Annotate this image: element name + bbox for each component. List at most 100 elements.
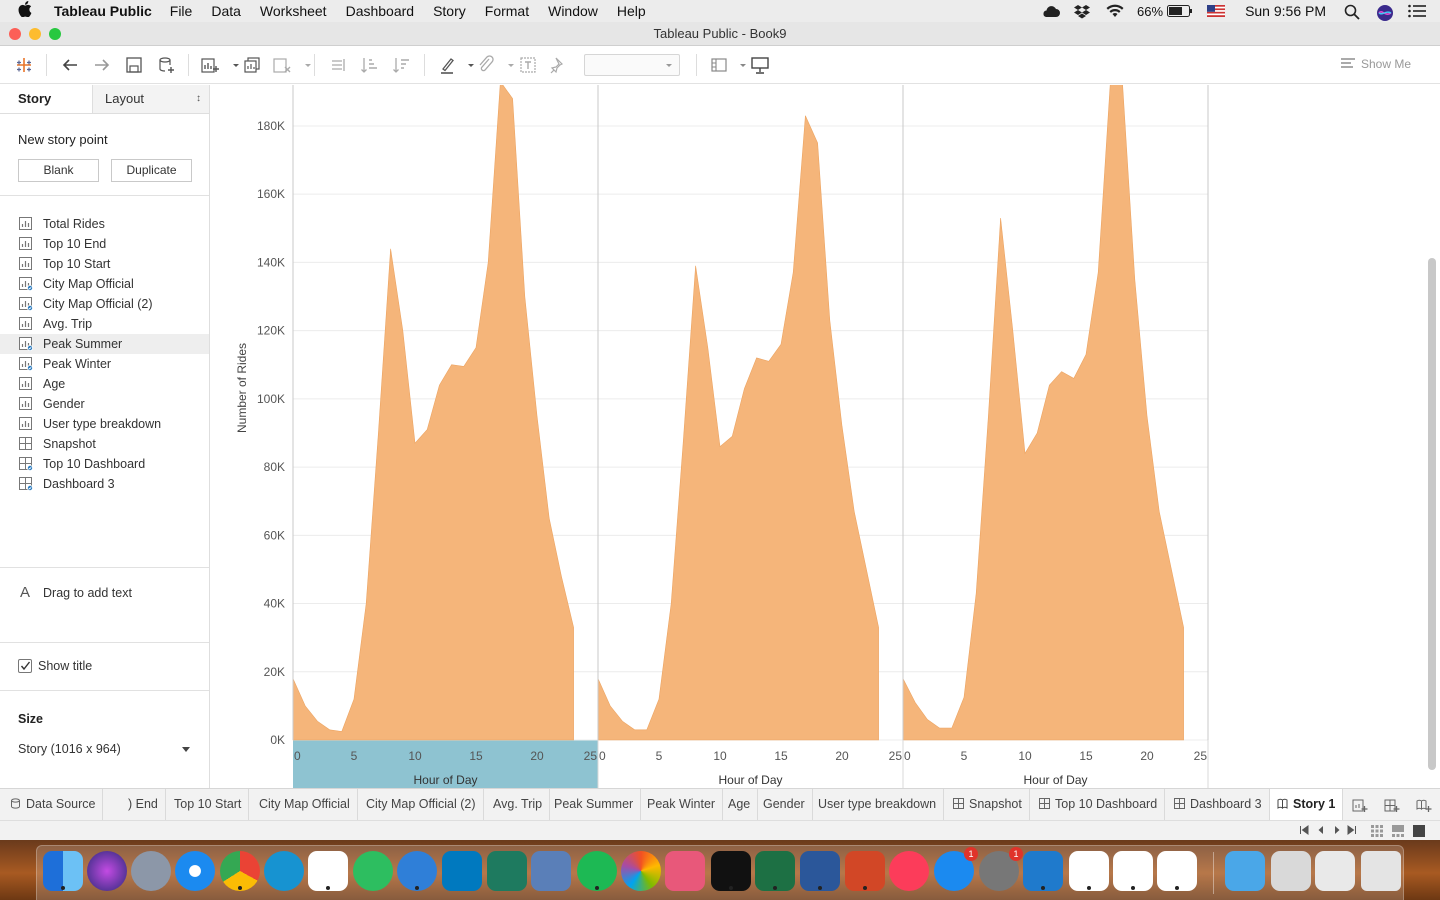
- wifi-icon[interactable]: [1105, 4, 1124, 18]
- sheet-item[interactable]: Top 10 Start: [0, 254, 209, 274]
- zoom-window-button[interactable]: [49, 28, 61, 40]
- recent-items-stack-icon[interactable]: [1271, 851, 1311, 891]
- size-dropdown[interactable]: Story (1016 x 964): [18, 739, 194, 759]
- trello-icon[interactable]: [442, 851, 482, 891]
- notification-center-icon[interactable]: [1408, 4, 1426, 18]
- photo-booth-icon[interactable]: [665, 851, 705, 891]
- finder-icon[interactable]: [43, 851, 83, 891]
- highlight-dropdown-icon[interactable]: [461, 55, 474, 75]
- menu-story[interactable]: Story: [433, 3, 466, 19]
- sheet-item[interactable]: City Map Official (2): [0, 294, 209, 314]
- menu-format[interactable]: Format: [484, 3, 530, 19]
- tab-story[interactable]: Story: [18, 91, 52, 106]
- simplenote-icon[interactable]: [397, 851, 437, 891]
- vertical-scrollbar[interactable]: [1428, 258, 1436, 770]
- fit-dropdown[interactable]: [584, 54, 680, 76]
- tab-city-map-official-2[interactable]: City Map Official (2): [359, 789, 484, 820]
- tab-data-source[interactable]: Data Source: [0, 789, 104, 820]
- clear-dropdown-icon[interactable]: [298, 55, 311, 75]
- undo-icon[interactable]: [60, 55, 80, 75]
- show-title-checkbox[interactable]: Show title: [18, 659, 92, 673]
- sheet-item[interactable]: User type breakdown: [0, 414, 209, 434]
- siri-dock-icon[interactable]: [87, 851, 127, 891]
- chrome-icon[interactable]: [220, 851, 260, 891]
- fix-axes-pin-icon[interactable]: [548, 55, 568, 75]
- documents-stack-icon[interactable]: [1315, 851, 1355, 891]
- new-data-source-icon[interactable]: [156, 55, 176, 75]
- tableau-prep-icon[interactable]: [1157, 851, 1197, 891]
- tab-layout[interactable]: Layout: [92, 85, 209, 113]
- tab-user-type-breakdown[interactable]: User type breakdown: [811, 789, 945, 820]
- menu-window[interactable]: Window: [548, 3, 598, 19]
- app-store-icon[interactable]: 1: [934, 847, 978, 891]
- show-mark-labels-icon[interactable]: [518, 55, 538, 75]
- apple-menu-icon[interactable]: [18, 1, 40, 21]
- tab-top-10-dashboard[interactable]: Top 10 Dashboard: [1032, 789, 1166, 820]
- close-window-button[interactable]: [9, 28, 21, 40]
- sheet-item[interactable]: Dashboard 3: [0, 474, 209, 494]
- sheet-item[interactable]: Peak Winter: [0, 354, 209, 374]
- menu-worksheet[interactable]: Worksheet: [259, 3, 327, 19]
- first-sheet-icon[interactable]: [1299, 825, 1309, 837]
- spotlight-search-icon[interactable]: [1344, 4, 1362, 20]
- sheet-item[interactable]: Total Rides: [0, 214, 209, 234]
- highlight-icon[interactable]: [438, 55, 458, 75]
- drag-to-add-text[interactable]: A Drag to add text: [0, 584, 209, 604]
- menu-file[interactable]: File: [169, 3, 193, 19]
- sheet-item[interactable]: Top 10 End: [0, 234, 209, 254]
- tab-gender[interactable]: Gender: [756, 789, 813, 820]
- show-tabs-icon[interactable]: [1413, 825, 1425, 839]
- next-sheet-icon[interactable]: [1332, 825, 1342, 837]
- new-sheet-dropdown-icon[interactable]: [226, 55, 239, 75]
- menu-help[interactable]: Help: [616, 3, 646, 19]
- presentation-mode-icon[interactable]: [750, 55, 770, 75]
- evernote-icon[interactable]: [353, 851, 393, 891]
- tab-dashboard-3[interactable]: Dashboard 3: [1167, 789, 1270, 820]
- sheet-item[interactable]: Top 10 Dashboard: [0, 454, 209, 474]
- tab-top-10-start[interactable]: Top 10 Start: [167, 789, 250, 820]
- dropbox-icon[interactable]: [1073, 4, 1091, 19]
- previous-sheet-icon[interactable]: [1316, 825, 1326, 837]
- blank-story-point-button[interactable]: Blank: [18, 159, 99, 182]
- slack-icon[interactable]: [308, 851, 348, 891]
- word-icon[interactable]: [800, 851, 840, 891]
- swap-rows-columns-icon[interactable]: [328, 55, 348, 75]
- duplicate-story-point-button[interactable]: Duplicate: [111, 159, 192, 182]
- tab-snapshot[interactable]: Snapshot: [946, 789, 1030, 820]
- new-worksheet-tab-icon[interactable]: [1352, 797, 1368, 813]
- skype-icon[interactable]: [264, 851, 304, 891]
- show-sheet-sorter-icon[interactable]: [1371, 825, 1383, 839]
- tab-peak-summer[interactable]: Peak Summer: [547, 789, 642, 820]
- system-preferences-icon[interactable]: 1: [979, 847, 1023, 891]
- battery-icon[interactable]: [1167, 4, 1193, 18]
- sheet-item[interactable]: Age: [0, 374, 209, 394]
- vpn-shield-icon[interactable]: [487, 851, 527, 891]
- tableau-public-icon[interactable]: [1113, 851, 1153, 891]
- creative-cloud-icon[interactable]: [1041, 4, 1061, 18]
- safari-icon[interactable]: [175, 851, 215, 891]
- powerpoint-icon[interactable]: [845, 851, 885, 891]
- siri-icon[interactable]: [1376, 4, 1394, 21]
- us-flag-icon[interactable]: [1207, 4, 1226, 18]
- battery-percent[interactable]: 66%: [1137, 3, 1164, 19]
- new-story-tab-icon[interactable]: [1416, 797, 1432, 813]
- show-cards-icon[interactable]: [710, 55, 730, 75]
- duplicate-sheet-icon[interactable]: [242, 55, 262, 75]
- sort-ascending-icon[interactable]: [360, 55, 380, 75]
- sheet-item[interactable]: Snapshot: [0, 434, 209, 454]
- tab-peak-winter[interactable]: Peak Winter: [640, 789, 724, 820]
- show-cards-dropdown-icon[interactable]: [733, 55, 746, 75]
- tab-story-1[interactable]: Story 1: [1270, 789, 1344, 820]
- clear-sheet-icon[interactable]: [272, 55, 292, 75]
- clock[interactable]: Sun 9:56 PM: [1245, 3, 1326, 19]
- downloads-folder-icon[interactable]: [1225, 851, 1265, 891]
- app-name-menu[interactable]: Tableau Public: [54, 3, 152, 19]
- sort-descending-icon[interactable]: [392, 55, 412, 75]
- terminal-icon[interactable]: [711, 851, 751, 891]
- menu-data[interactable]: Data: [211, 3, 241, 19]
- launchpad-icon[interactable]: [131, 851, 171, 891]
- last-sheet-icon[interactable]: [1347, 825, 1357, 837]
- sheet-item[interactable]: Gender: [0, 394, 209, 414]
- group-dropdown-icon[interactable]: [501, 55, 514, 75]
- sheet-item[interactable]: Peak Summer: [0, 334, 209, 354]
